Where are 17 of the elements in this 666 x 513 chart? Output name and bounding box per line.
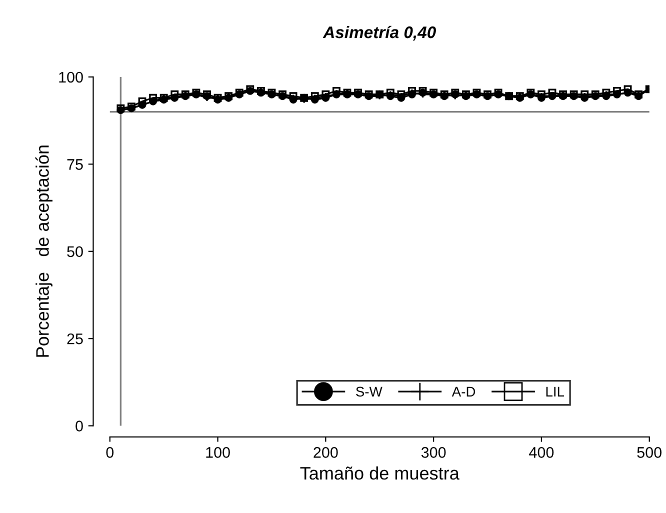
x-tick-label: 500 <box>637 447 662 458</box>
legend-label: S-W <box>356 386 382 397</box>
x-tick-label: 300 <box>421 447 446 458</box>
legend-label: A-D <box>452 386 476 396</box>
x-tick-label: 200 <box>314 447 338 458</box>
y-tick-label: 25 <box>67 333 83 344</box>
x-axis-title: Tamaño de muestra <box>300 466 460 480</box>
y-tick-label: 100 <box>59 72 83 83</box>
chart-title: Asimetría 0,40 <box>322 26 436 41</box>
y-tick-label: 0 <box>76 420 83 432</box>
x-tick-label: 400 <box>529 447 554 458</box>
y-tick-label: 50 <box>67 246 83 258</box>
x-tick-label: 100 <box>206 447 230 458</box>
y-tick-label: 75 <box>67 159 83 170</box>
legend-label: LIL <box>546 386 564 396</box>
x-tick-label: 0 <box>106 447 114 458</box>
y-axis-title: Porcentaje de aceptación <box>35 146 52 357</box>
